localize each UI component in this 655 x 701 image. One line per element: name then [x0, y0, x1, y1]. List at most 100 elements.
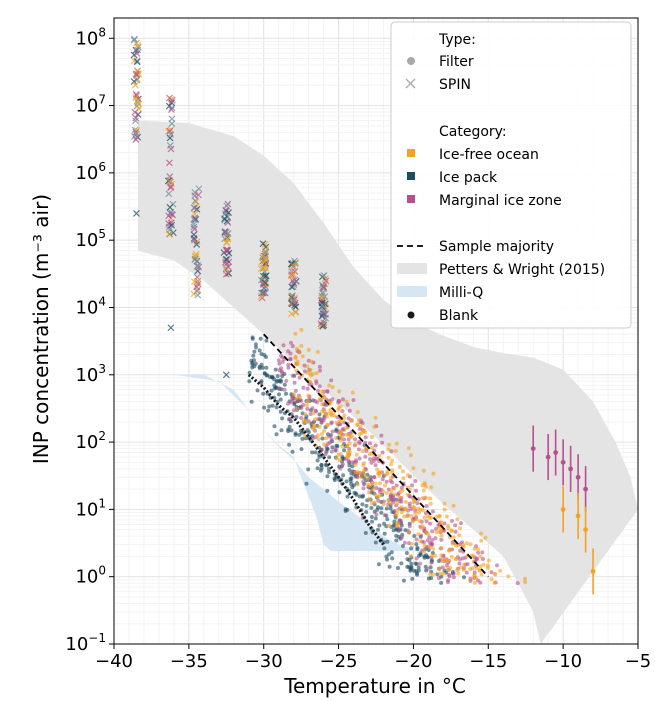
filter-point — [314, 371, 319, 376]
filter-point — [300, 354, 305, 359]
filter-point — [366, 490, 371, 495]
spin-marker — [169, 229, 177, 237]
filter-point — [437, 567, 442, 572]
legend-marginal-marker — [407, 195, 415, 203]
filter-point — [335, 415, 340, 420]
filter-point — [415, 545, 420, 550]
spin-marker — [319, 307, 327, 315]
spin-marker — [166, 173, 174, 181]
filter-point — [345, 454, 350, 459]
x-tick-label: −10 — [544, 651, 582, 672]
filter-point — [325, 414, 329, 419]
filter-point — [373, 540, 378, 545]
filter-point — [317, 454, 322, 459]
filter-point — [361, 479, 366, 484]
filter-point — [343, 509, 348, 513]
filter-point — [418, 561, 423, 566]
filter-point — [442, 521, 447, 526]
filter-point — [364, 510, 369, 514]
filter-point — [409, 453, 413, 458]
filter-point — [389, 462, 394, 467]
filter-point — [414, 542, 419, 547]
filter-point — [481, 562, 486, 567]
filter-point — [410, 519, 415, 524]
spin-marker — [132, 70, 140, 78]
filter-point — [416, 532, 421, 537]
filter-point — [322, 394, 327, 399]
y-tick-label: 102 — [75, 429, 106, 453]
filter-point — [289, 400, 294, 405]
filter-point — [293, 431, 298, 436]
spin-marker — [288, 271, 295, 278]
filter-point — [294, 396, 299, 401]
filter-point — [329, 420, 334, 425]
filter-point — [334, 475, 339, 480]
filter-point — [373, 443, 378, 448]
filter-point — [404, 551, 409, 555]
filter-point — [401, 469, 405, 474]
filter-point — [370, 435, 374, 439]
filter-point — [380, 477, 385, 482]
legend-box — [390, 21, 632, 329]
filter-point — [353, 463, 358, 467]
filter-point — [399, 523, 404, 528]
filter-point — [371, 486, 376, 491]
filter-point — [498, 568, 503, 573]
filter-point — [322, 428, 327, 433]
filter-point — [434, 530, 439, 535]
filter-point — [346, 437, 351, 442]
plot-frame — [113, 17, 639, 645]
filter-point — [376, 527, 380, 532]
error-bar-point — [583, 486, 588, 492]
filter-point — [318, 468, 323, 473]
filter-point — [356, 447, 361, 452]
filter-point — [339, 438, 343, 443]
filter-point — [399, 561, 404, 566]
filter-point — [286, 362, 291, 367]
filter-point — [357, 432, 362, 437]
filter-point — [426, 576, 431, 581]
x-axis-ticks: −40 −35 −30 −25 −20 −15 −10 −5 — [95, 644, 651, 672]
spin-marker — [132, 117, 139, 125]
filter-point — [342, 448, 347, 453]
filter-point — [385, 557, 389, 562]
spin-marker — [167, 184, 174, 192]
filter-point — [367, 496, 372, 501]
spin-marker — [166, 203, 174, 211]
filter-point — [405, 514, 410, 519]
filter-point — [347, 468, 352, 472]
filter-point — [267, 404, 272, 409]
filter-point — [376, 498, 381, 503]
spin-marker — [221, 229, 229, 237]
filter-point — [431, 572, 436, 577]
spin-marker — [322, 310, 330, 318]
filter-point — [280, 355, 285, 360]
filter-point — [390, 480, 395, 485]
filter-point — [306, 430, 311, 435]
filter-point — [250, 335, 255, 340]
spin-marker — [288, 283, 296, 291]
spin-marker — [289, 292, 296, 299]
filter-point — [251, 353, 256, 358]
spin-marker — [317, 320, 325, 328]
filter-point — [305, 399, 310, 404]
filter-point — [317, 424, 322, 429]
filter-point — [346, 416, 351, 421]
filter-point — [277, 361, 282, 366]
spin-points — [130, 35, 330, 379]
spin-marker — [257, 276, 265, 284]
filter-point — [403, 500, 408, 504]
filter-point — [455, 567, 460, 572]
filter-point — [342, 416, 347, 421]
filter-point — [368, 441, 372, 446]
filter-point — [382, 546, 387, 551]
filter-point — [422, 543, 427, 548]
filter-point — [349, 482, 354, 487]
filter-point — [286, 349, 291, 354]
filter-point — [439, 553, 444, 558]
spin-marker — [222, 246, 230, 254]
filter-point — [429, 485, 434, 490]
filter-point — [266, 408, 271, 413]
filter-point — [319, 447, 324, 452]
spin-marker — [165, 159, 173, 167]
